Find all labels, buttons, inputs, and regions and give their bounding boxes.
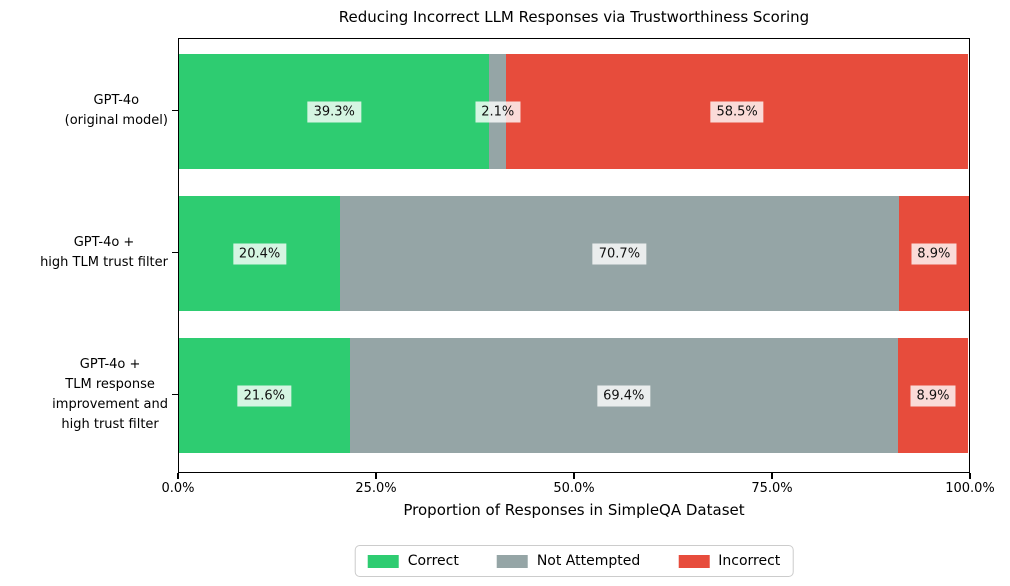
bar-segment-label: 8.9% [911, 243, 957, 264]
x-tick-label: 25.0% [355, 481, 397, 496]
bar-segment-not-attempted: 2.1% [475, 54, 521, 169]
y-tick-label: GPT-4o + TLM response improvement and hi… [52, 356, 168, 432]
bar-row: 20.4% 70.7% 8.9% [179, 196, 969, 311]
legend-item-incorrect: Incorrect [678, 553, 780, 569]
legend-item-label: Not Attempted [536, 553, 641, 569]
legend-swatch-incorrect [678, 554, 710, 568]
y-tick-mark [172, 393, 178, 396]
x-tick-label: 100.0% [945, 481, 995, 496]
x-axis-label: Proportion of Responses in SimpleQA Data… [403, 501, 745, 519]
y-tick-mark [172, 109, 178, 112]
legend-swatch-correct [367, 554, 399, 568]
plot-area: 39.3% 2.1% 58.5% 20.4% 70.7% 8.9% 21.6% 69.4% 8.… [178, 38, 970, 473]
bar-segment-not-attempted: 70.7% [340, 196, 899, 311]
y-tick-label: GPT-4o + high TLM trust filter [40, 234, 168, 270]
bar-segment-label: 58.5% [710, 101, 764, 122]
bar-segment-incorrect: 8.9% [897, 338, 969, 453]
chart-title: Reducing Incorrect LLM Responses via Tru… [338, 8, 810, 26]
bar-segment-label: 70.7% [592, 243, 647, 264]
bar-segment-incorrect: 58.5% [506, 54, 969, 169]
bar-segment-label: 69.4% [597, 385, 651, 406]
bar-segment-label: 39.3% [307, 101, 361, 122]
bar-segment-correct: 20.4% [179, 196, 341, 311]
x-tick-label: 50.0% [553, 481, 595, 496]
x-tick-mark [573, 473, 575, 479]
x-tick-mark [969, 473, 971, 479]
legend-item-not-attempted: Not Attempted [496, 553, 641, 569]
bar-segment-not-attempted: 69.4% [349, 338, 898, 453]
bar-segment-label: 2.1% [475, 101, 521, 122]
bar-segment-correct: 21.6% [179, 338, 350, 453]
x-tick-label: 0.0% [161, 481, 195, 496]
legend-swatch-not-attempted [496, 554, 528, 568]
legend-item-label: Correct [407, 553, 459, 569]
bar-segment-incorrect: 8.9% [898, 196, 969, 311]
bar-row: 21.6% 69.4% 8.9% [179, 338, 969, 453]
x-tick-mark [177, 473, 179, 479]
bar-row: 39.3% 2.1% 58.5% [179, 54, 969, 169]
y-tick-mark [172, 251, 178, 254]
y-tick-label: GPT-4o (original model) [64, 92, 168, 128]
x-tick-mark [771, 473, 773, 479]
legend-item-label: Incorrect [718, 553, 781, 569]
bar-segment-label: 21.6% [237, 385, 291, 406]
legend-item-correct: Correct [367, 553, 459, 569]
legend: Correct Not Attempted Incorrect [354, 545, 794, 577]
bar-segment-label: 20.4% [232, 243, 287, 264]
x-tick-mark [375, 473, 377, 479]
bar-segment-label: 8.9% [910, 385, 956, 406]
x-tick-label: 75.0% [751, 481, 793, 496]
bar-segment-correct: 39.3% [179, 54, 490, 169]
